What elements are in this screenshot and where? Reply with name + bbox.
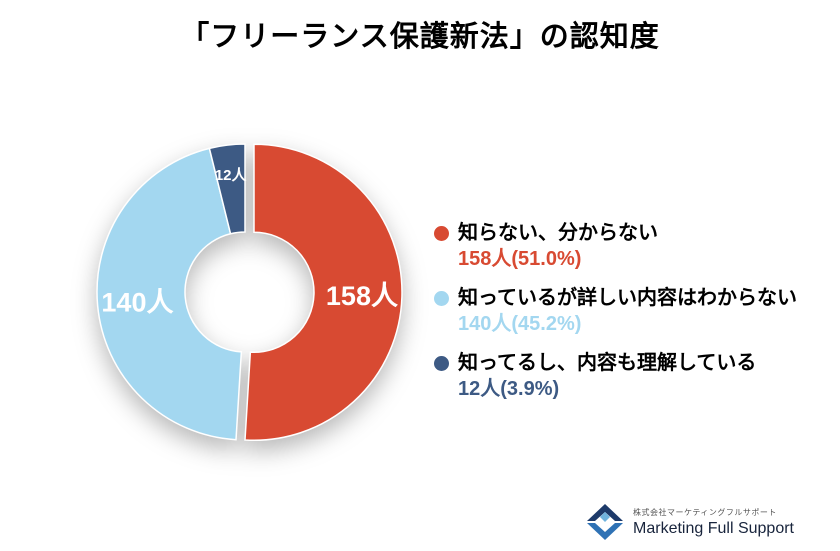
slice-label: 140人 (101, 287, 173, 317)
slice-label: 158人 (326, 281, 398, 311)
legend-value: 12人(3.9%) (458, 378, 560, 400)
donut-chart-svg: 158人 140人 12人 (96, 143, 403, 442)
legend-item-unaware: 知らない、分からない 158人(51.0%) (434, 220, 797, 272)
company-footer: 株式会社マーケティングフルサポート Marketing Full Support (586, 503, 794, 541)
pie-slice-1 (244, 143, 403, 442)
slice-label: 12人 (215, 167, 248, 184)
chart-legend: 知らない、分からない 158人(51.0%) 知っているが詳しい内容はわからない… (434, 220, 797, 402)
legend-value: 158人(51.0%) (458, 248, 582, 270)
legend-item-fully-aware: 知ってるし、内容も理解している 12人(3.9%) (434, 350, 797, 402)
legend-dot-lightblue (434, 291, 449, 306)
chart-title: 「フリーランス保護新法」の認知度 (180, 21, 660, 53)
legend-label: 知らない、分からない (458, 222, 658, 244)
company-name-english: Marketing Full Support (633, 519, 794, 537)
company-logo-icon (587, 504, 624, 540)
legend-dot-red (434, 226, 449, 241)
legend-label: 知ってるし、内容も理解している (458, 352, 757, 374)
legend-value: 140人(45.2%) (458, 313, 582, 335)
donut-chart: 158人 140人 12人 (75, 122, 415, 462)
company-name-japanese: 株式会社マーケティングフルサポート (633, 507, 777, 517)
pie-slice-2 (96, 147, 243, 441)
legend-item-partially-aware: 知っているが詳しい内容はわからない 140人(45.2%) (434, 285, 797, 337)
pie-slice-3 (208, 143, 246, 235)
legend-dot-darkblue (434, 356, 449, 371)
legend-label: 知っているが詳しい内容はわからない (458, 287, 797, 309)
